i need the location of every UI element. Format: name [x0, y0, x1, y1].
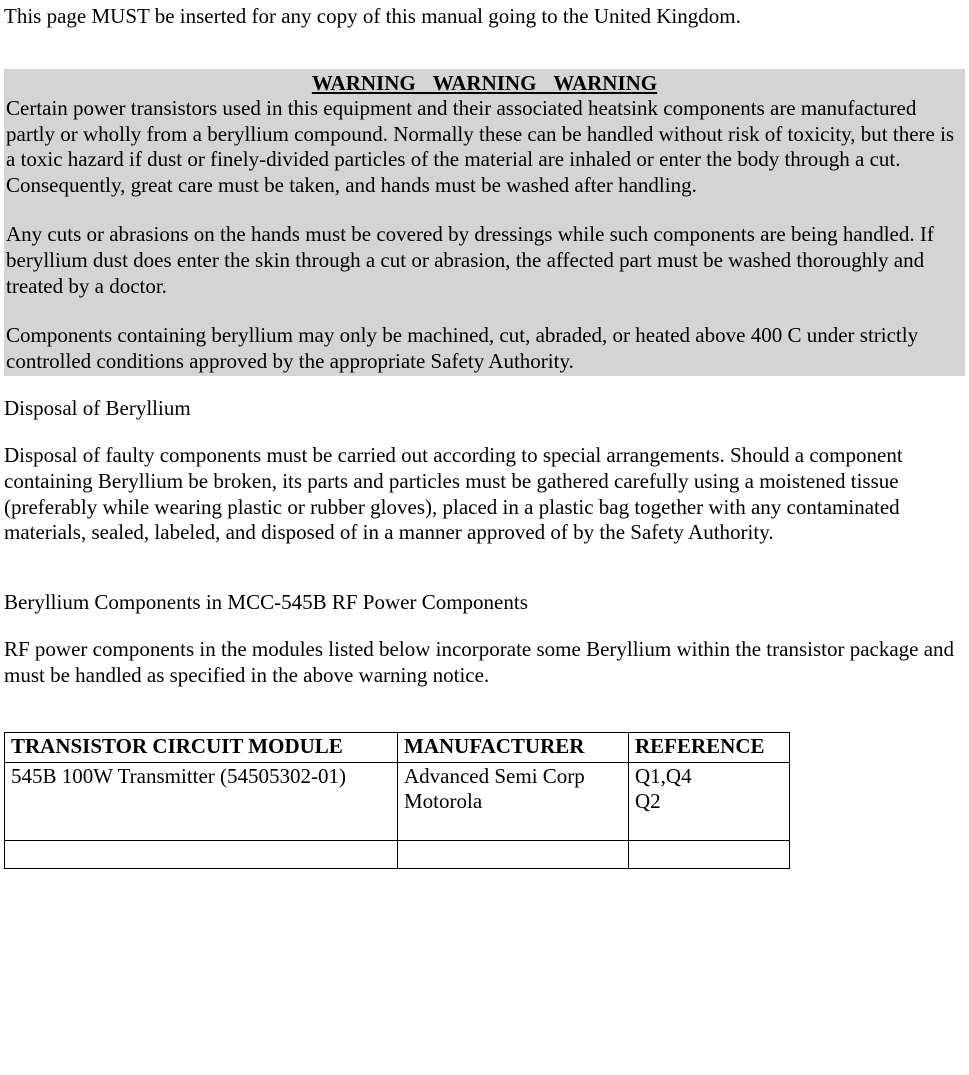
beryllium-components-table: TRANSISTOR CIRCUIT MODULE MANUFACTURER R…: [4, 732, 790, 869]
cell-reference: [629, 840, 790, 868]
cell-manufacturer: [398, 840, 629, 868]
uk-insert-notice: This page MUST be inserted for any copy …: [4, 4, 965, 29]
table-row: 545B 100W Transmitter (54505302-01) Adva…: [5, 762, 790, 840]
disposal-title: Disposal of Beryllium: [4, 396, 965, 421]
components-title: Beryllium Components in MCC-545B RF Powe…: [4, 590, 965, 615]
components-paragraph: RF power components in the modules liste…: [4, 637, 965, 688]
warning-paragraph-3: Components containing beryllium may only…: [6, 323, 963, 374]
warning-title: WARNING WARNING WARNING: [6, 71, 963, 96]
warning-box: WARNING WARNING WARNING Certain power tr…: [4, 69, 965, 376]
cell-manufacturer: Advanced Semi CorpMotorola: [398, 762, 629, 840]
cell-reference: Q1,Q4Q2: [629, 762, 790, 840]
warning-paragraph-1: Certain power transistors used in this e…: [6, 96, 963, 198]
disposal-paragraph: Disposal of faulty components must be ca…: [4, 443, 965, 545]
col-header-module: TRANSISTOR CIRCUIT MODULE: [5, 733, 398, 763]
warning-paragraph-2: Any cuts or abrasions on the hands must …: [6, 222, 963, 299]
table-header-row: TRANSISTOR CIRCUIT MODULE MANUFACTURER R…: [5, 733, 790, 763]
table-row: [5, 840, 790, 868]
cell-module: 545B 100W Transmitter (54505302-01): [5, 762, 398, 840]
cell-module: [5, 840, 398, 868]
col-header-reference: REFERENCE: [629, 733, 790, 763]
col-header-manufacturer: MANUFACTURER: [398, 733, 629, 763]
